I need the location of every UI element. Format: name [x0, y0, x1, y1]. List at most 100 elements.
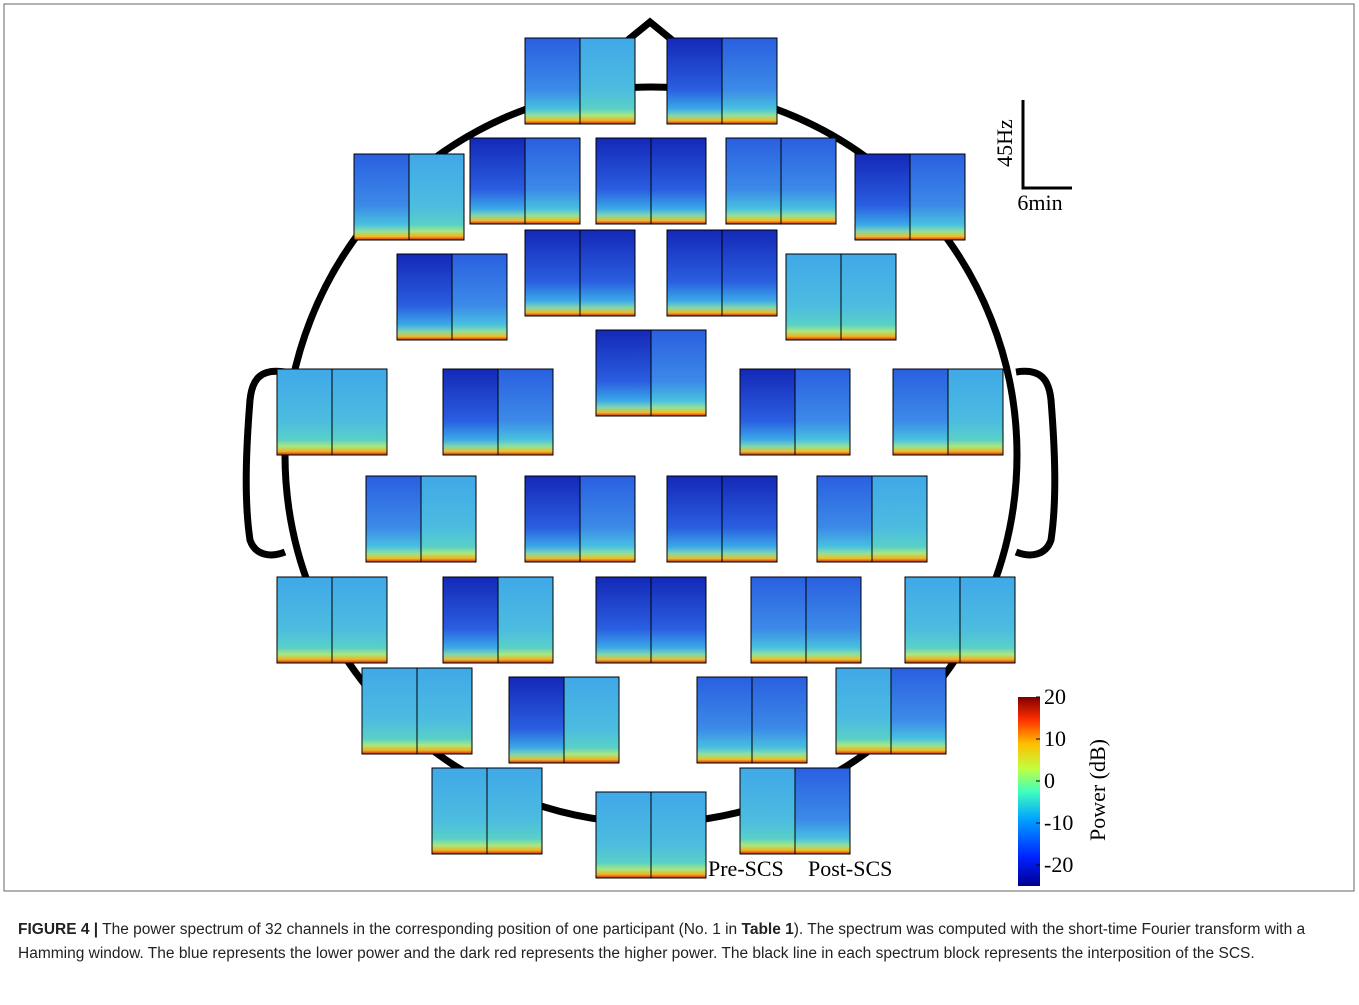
spectrum-post [498, 577, 553, 663]
pre-label: Pre-SCS [708, 856, 784, 881]
spectrum-post [960, 577, 1015, 663]
spectrum-block [596, 330, 706, 416]
spectrum-block [525, 476, 635, 562]
spectrum-pre [432, 768, 487, 854]
spectrum-block [277, 577, 387, 663]
spectrum-post [872, 476, 927, 562]
spectrum-pre [697, 677, 752, 763]
spectrum-block [277, 369, 387, 455]
scale-frequency: 45Hz [992, 119, 1017, 167]
spectrum-post [651, 577, 706, 663]
spectrum-post [332, 369, 387, 455]
spectrum-post [498, 369, 553, 455]
spectrum-pre [443, 577, 498, 663]
spectrum-pre [905, 577, 960, 663]
spectrum-pre [667, 476, 722, 562]
colorbar-tick-label: -20 [1044, 852, 1073, 877]
spectrum-post [806, 577, 861, 663]
spectrum-block [596, 138, 706, 224]
colorbar-tick-label: 0 [1044, 768, 1055, 793]
caption: FIGURE 4 | The power spectrum of 32 chan… [18, 918, 1338, 966]
spectrum-block [432, 768, 542, 854]
spectrum-post [841, 254, 896, 340]
spectrum-block [443, 369, 553, 455]
page: { "scale_bar": {"frequency": "45Hz", "ti… [0, 0, 1359, 1005]
spectrum-post [332, 577, 387, 663]
spectrum-post [795, 369, 850, 455]
spectrum-post [580, 38, 635, 124]
spectrum-post [580, 230, 635, 316]
spectrum-post [421, 476, 476, 562]
spectrum-post [651, 330, 706, 416]
spectrum-block [443, 577, 553, 663]
colorbar-tick-label: -10 [1044, 810, 1073, 835]
spectrum-post [651, 138, 706, 224]
spectrum-pre [525, 476, 580, 562]
spectrum-post [651, 792, 706, 878]
spectrum-block [893, 369, 1003, 455]
spectrum-block [836, 668, 946, 754]
spectrum-post [948, 369, 1003, 455]
spectrum-post [781, 138, 836, 224]
spectrum-post [752, 677, 807, 763]
spectrum-pre [596, 792, 651, 878]
spectrum-pre [470, 138, 525, 224]
spectrum-post [452, 254, 507, 340]
spectrum-pre [509, 677, 564, 763]
spectrum-pre [751, 577, 806, 663]
spectrum-block [470, 138, 580, 224]
spectrum-pre [817, 476, 872, 562]
spectrum-block [362, 668, 472, 754]
spectrum-block [905, 577, 1015, 663]
spectrum-block [509, 677, 619, 763]
spectrum-pre [277, 577, 332, 663]
spectrum-pre [362, 668, 417, 754]
spectrum-pre [893, 369, 948, 455]
spectrum-block [667, 476, 777, 562]
caption-text: The power spectrum of 32 channels in the… [102, 921, 737, 938]
figure: 45Hz 6min Pre-SCS Post-SCS Power (dB) -2… [0, 0, 1359, 915]
spectrum-block [596, 792, 706, 878]
spectrum-post [417, 668, 472, 754]
spectrum-block [354, 154, 464, 240]
spectrum-block [397, 254, 507, 340]
spectrum-pre [277, 369, 332, 455]
spectrum-pre [354, 154, 409, 240]
spectrum-block [740, 768, 850, 854]
spectrum-pre [397, 254, 452, 340]
spectrum-pre [596, 138, 651, 224]
spectrum-block [596, 577, 706, 663]
spectrum-post [795, 768, 850, 854]
spectrum-pre [740, 369, 795, 455]
spectrum-block [726, 138, 836, 224]
spectrum-pre [596, 577, 651, 663]
spectrum-pre [366, 476, 421, 562]
spectrum-block [855, 154, 965, 240]
spectrum-post [891, 668, 946, 754]
spectrum-post [564, 677, 619, 763]
colorbar-tick-label: 20 [1044, 684, 1066, 709]
spectrum-post [910, 154, 965, 240]
spectrum-post [525, 138, 580, 224]
post-label: Post-SCS [808, 856, 892, 881]
spectrum-pre [525, 230, 580, 316]
spectrum-block [751, 577, 861, 663]
spectrum-pre [667, 38, 722, 124]
spectrum-pre [855, 154, 910, 240]
spectrum-block [786, 254, 896, 340]
spectrum-pre [443, 369, 498, 455]
spectrum-pre [525, 38, 580, 124]
spectrum-blocks [277, 38, 1015, 878]
spectrum-post [487, 768, 542, 854]
spectrum-pre [596, 330, 651, 416]
colorbar-ramp [1018, 697, 1040, 886]
spectrum-post [580, 476, 635, 562]
figure-frame [4, 4, 1354, 891]
spectrum-block [740, 369, 850, 455]
spectrum-post [722, 38, 777, 124]
caption-label: FIGURE 4 | [18, 921, 98, 938]
spectrum-pre [667, 230, 722, 316]
spectrum-block [817, 476, 927, 562]
colorbar-tick-label: 10 [1044, 726, 1066, 751]
